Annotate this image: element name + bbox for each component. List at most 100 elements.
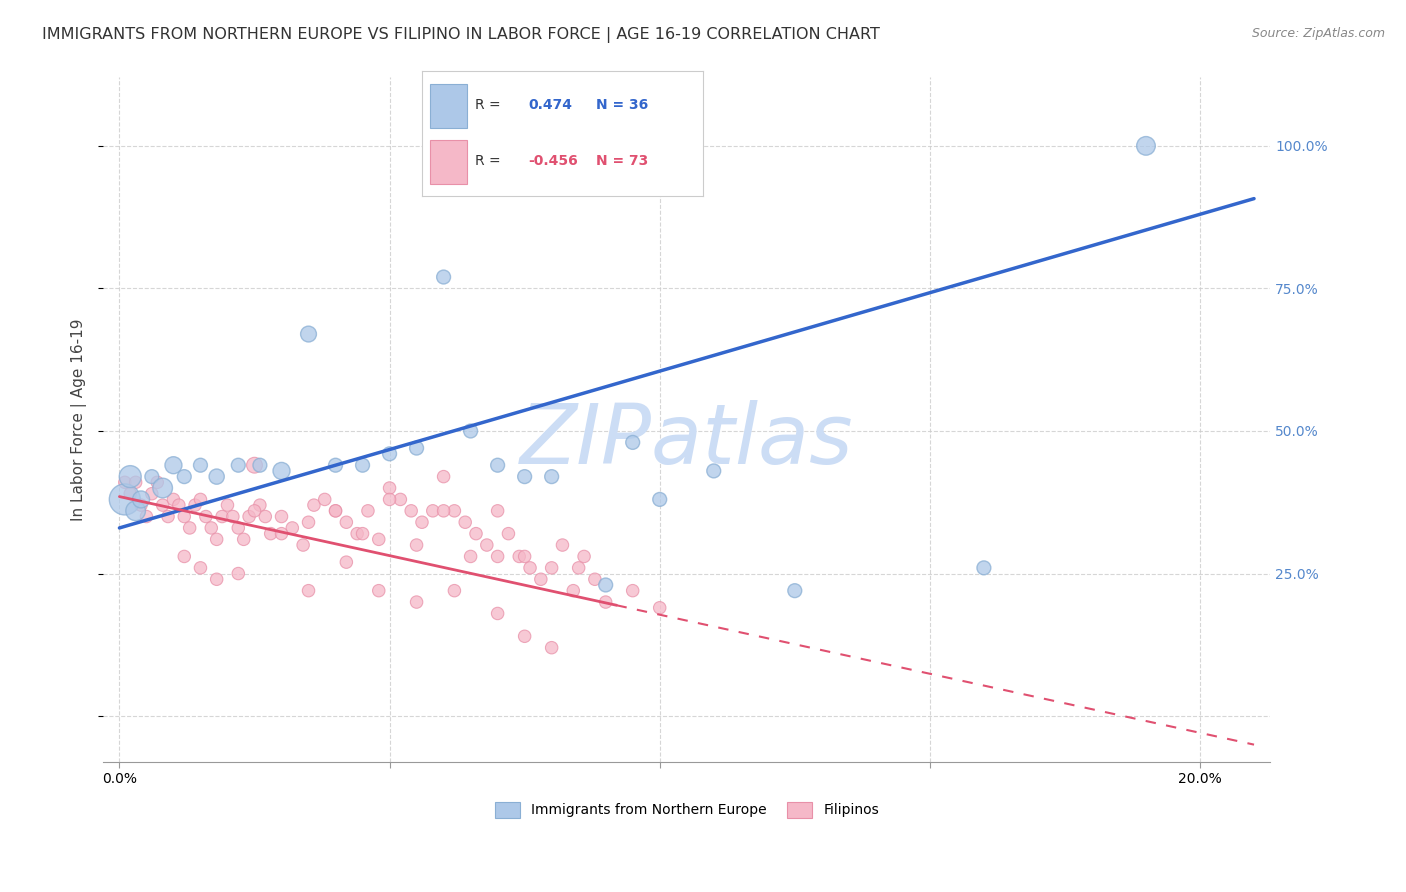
Point [411, 515, 433, 529]
Point [226, 521, 249, 535]
Point [302, 498, 325, 512]
Point [226, 458, 249, 473]
Point [486, 549, 509, 564]
Point [129, 492, 152, 507]
Point [173, 549, 195, 564]
Point [249, 498, 271, 512]
Text: -0.456: -0.456 [529, 154, 578, 169]
Point [167, 498, 190, 512]
Point [325, 458, 347, 473]
Point [399, 504, 422, 518]
Point [595, 578, 617, 592]
Text: N = 73: N = 73 [596, 154, 648, 169]
Point [783, 583, 806, 598]
Point [157, 509, 180, 524]
Point [254, 509, 277, 524]
Point [433, 469, 456, 483]
Point [205, 533, 228, 547]
Point [378, 447, 401, 461]
Point [648, 600, 671, 615]
Point [281, 521, 304, 535]
Point [238, 509, 260, 524]
Point [513, 469, 536, 483]
Point [173, 469, 195, 483]
Point [194, 509, 217, 524]
Point [135, 509, 157, 524]
Point [568, 561, 591, 575]
Point [217, 498, 239, 512]
Point [352, 458, 374, 473]
Point [226, 566, 249, 581]
Point [433, 504, 456, 518]
Point [146, 475, 169, 490]
Text: Source: ZipAtlas.com: Source: ZipAtlas.com [1251, 27, 1385, 40]
Point [540, 640, 562, 655]
Point [551, 538, 574, 552]
Point [162, 492, 184, 507]
Point [433, 270, 456, 285]
Point [120, 487, 142, 501]
Point [297, 515, 319, 529]
Point [292, 538, 315, 552]
Point [232, 533, 254, 547]
Point [270, 526, 292, 541]
Point [475, 538, 498, 552]
Point [114, 492, 136, 507]
Point [249, 458, 271, 473]
Point [190, 561, 212, 575]
Point [405, 538, 427, 552]
Point [389, 492, 412, 507]
Point [465, 526, 488, 541]
Text: R =: R = [475, 98, 501, 112]
Point [595, 595, 617, 609]
Point [205, 572, 228, 586]
Point [184, 498, 207, 512]
Point [179, 521, 201, 535]
Point [346, 526, 368, 541]
Text: 0.474: 0.474 [529, 98, 572, 112]
Point [357, 504, 380, 518]
Point [367, 533, 389, 547]
Point [1135, 139, 1157, 153]
Point [486, 504, 509, 518]
Point [260, 526, 283, 541]
Point [973, 561, 995, 575]
Point [270, 464, 292, 478]
Point [325, 504, 347, 518]
Text: ZIPatlas: ZIPatlas [520, 400, 853, 481]
Point [297, 583, 319, 598]
Point [314, 492, 336, 507]
Point [152, 481, 174, 495]
Point [120, 469, 142, 483]
Point [508, 549, 530, 564]
Point [243, 458, 266, 473]
Point [405, 595, 427, 609]
Point [162, 458, 184, 473]
Point [460, 549, 482, 564]
Point [530, 572, 553, 586]
Point [621, 435, 644, 450]
Point [540, 561, 562, 575]
Point [173, 509, 195, 524]
Point [454, 515, 477, 529]
Point [486, 458, 509, 473]
Point [114, 475, 136, 490]
Bar [430, 84, 467, 128]
Point [200, 521, 222, 535]
Point [124, 475, 146, 490]
Point [124, 504, 146, 518]
Point [205, 469, 228, 483]
Legend: Immigrants from Northern Europe, Filipinos: Immigrants from Northern Europe, Filipin… [489, 796, 884, 823]
Point [222, 509, 245, 524]
Point [297, 326, 319, 341]
Text: N = 36: N = 36 [596, 98, 648, 112]
Point [325, 504, 347, 518]
Point [422, 504, 444, 518]
Point [405, 441, 427, 455]
Point [367, 583, 389, 598]
Point [572, 549, 595, 564]
Point [141, 469, 163, 483]
Point [152, 498, 174, 512]
Point [270, 509, 292, 524]
Point [513, 629, 536, 643]
